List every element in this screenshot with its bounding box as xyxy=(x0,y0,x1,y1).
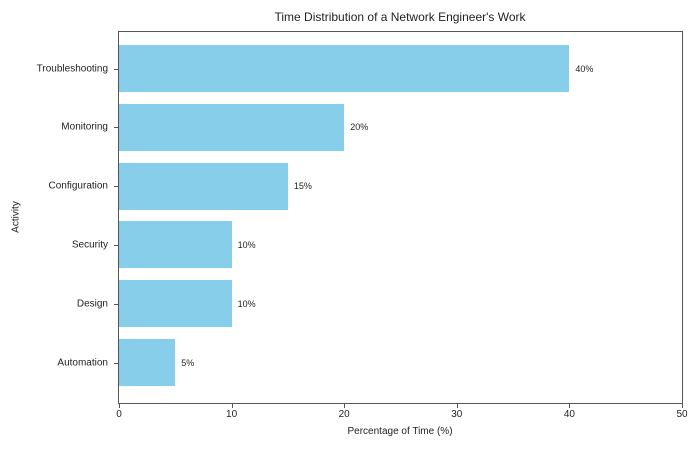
y-axis-label: Activity xyxy=(10,201,22,233)
ytick-mark-monitoring xyxy=(114,127,118,129)
x-axis-label: Percentage of Time (%) xyxy=(347,426,453,437)
ytick-mark-troubleshooting xyxy=(114,68,118,70)
ytick-label-troubleshooting: Troubleshooting xyxy=(36,63,108,74)
bar-monitoring xyxy=(119,103,345,151)
xtick-label-20: 20 xyxy=(338,409,350,420)
bar-value-label-automation: 5% xyxy=(181,357,195,368)
xtick-mark-40 xyxy=(569,404,571,408)
ytick-mark-design xyxy=(114,303,118,305)
xtick-label-10: 10 xyxy=(226,409,238,420)
ytick-label-security: Security xyxy=(71,239,108,251)
bar-value-label-troubleshooting: 40% xyxy=(575,63,594,74)
xtick-mark-50 xyxy=(682,404,683,408)
xtick-mark-0 xyxy=(119,404,120,408)
bar-value-label-security: 10% xyxy=(237,239,256,250)
bar-design xyxy=(119,280,232,328)
xtick-label-30: 30 xyxy=(451,409,463,420)
ytick-label-monitoring: Monitoring xyxy=(61,121,108,133)
bar-troubleshooting xyxy=(119,45,570,92)
bar-value-label-design: 10% xyxy=(237,298,256,309)
xtick-mark-20 xyxy=(344,404,346,408)
ytick-mark-security xyxy=(114,244,118,246)
ytick-label-configuration: Configuration xyxy=(48,180,108,192)
xtick-mark-10 xyxy=(231,404,233,408)
xtick-mark-30 xyxy=(456,404,458,408)
bar-automation xyxy=(119,339,176,386)
xtick-label-50: 50 xyxy=(676,409,688,420)
xtick-label-0: 0 xyxy=(116,409,122,420)
bar-value-label-monitoring: 20% xyxy=(350,122,369,133)
plot-area: 40% 20% 15% 10% 10% 5% xyxy=(118,31,683,404)
ytick-label-automation: Automation xyxy=(57,357,108,368)
ytick-mark-configuration xyxy=(114,186,118,188)
bar-configuration xyxy=(119,162,288,210)
xtick-label-40: 40 xyxy=(563,409,575,420)
bar-value-label-configuration: 15% xyxy=(293,181,312,192)
chart-title: Time Distribution of a Network Engineer'… xyxy=(274,10,526,24)
ytick-label-design: Design xyxy=(76,298,108,310)
ytick-mark-automation xyxy=(114,362,118,364)
bar-security xyxy=(119,221,232,269)
